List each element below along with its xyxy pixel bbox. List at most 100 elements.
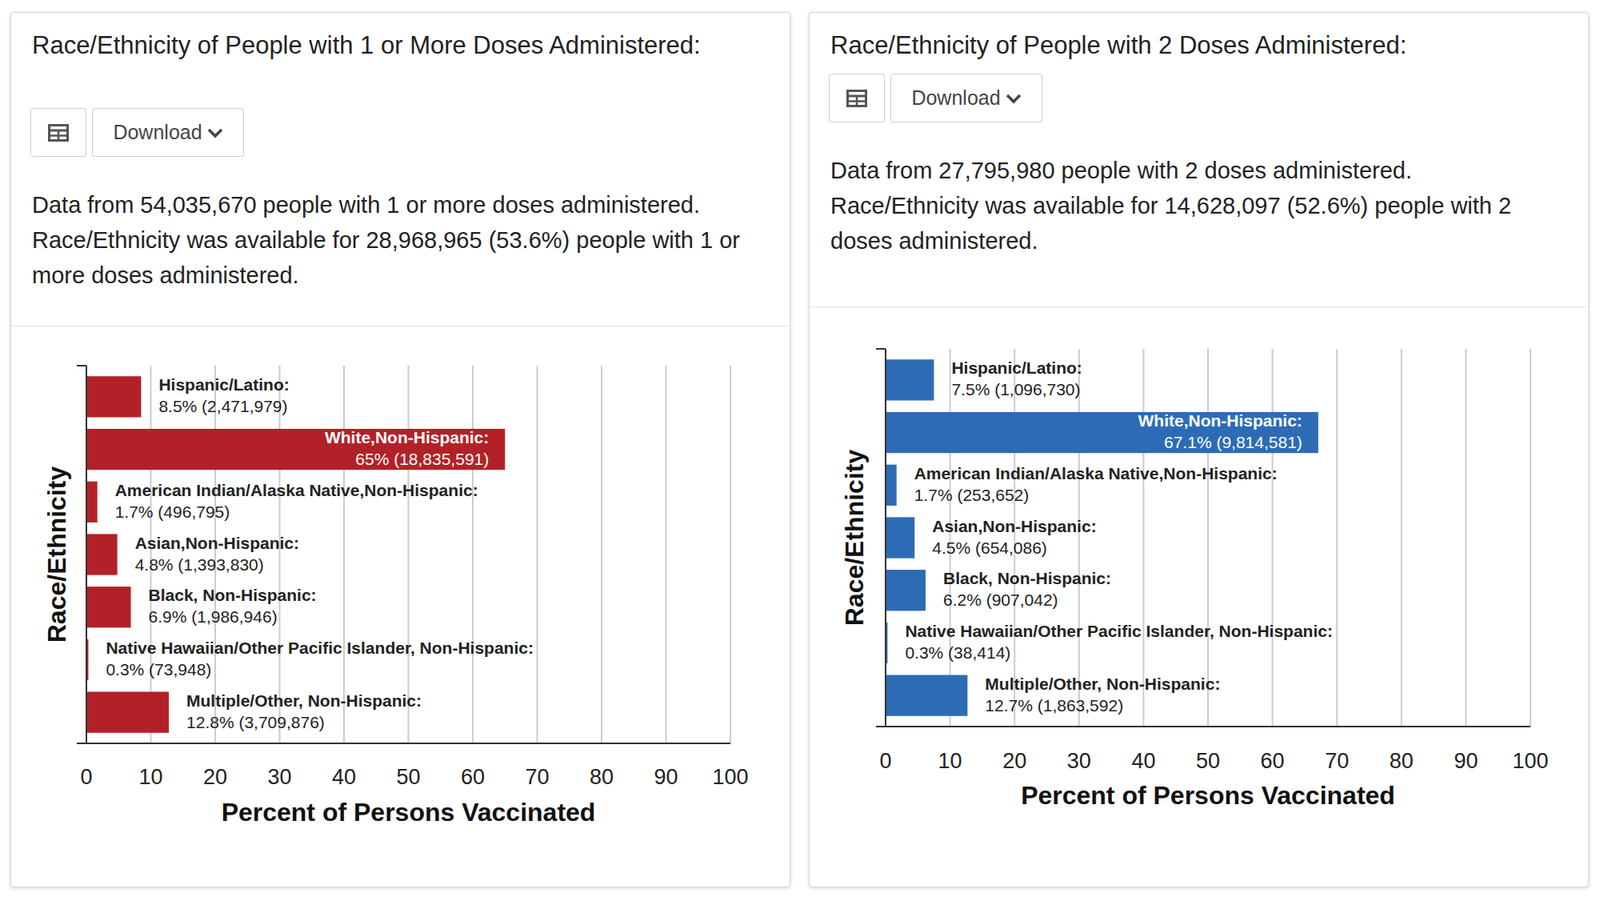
tick-label: 40	[1131, 748, 1156, 773]
category-label: Multiple/Other, Non-Hispanic:	[186, 691, 422, 710]
y-axis-title: Race/Ethnicity	[840, 449, 869, 627]
y-axis-line	[884, 348, 887, 727]
bar[interactable]	[86, 428, 505, 470]
chart: 0102030405060708090100Hispanic/Latino:8.…	[42, 365, 748, 827]
download-label: Download	[911, 86, 1000, 110]
grid-line	[472, 365, 474, 744]
tick-label: 80	[1389, 748, 1414, 773]
icon-frame	[848, 90, 867, 106]
tick-label: 30	[1067, 748, 1092, 773]
download-label: Download	[112, 120, 202, 144]
grid-line	[1400, 348, 1403, 727]
category-label: American Indian/Alaska Native,Non-Hispan…	[914, 464, 1278, 483]
grid-line	[1272, 348, 1274, 727]
icon-frame	[49, 124, 68, 140]
table-button[interactable]	[30, 108, 87, 157]
category-label: Multiple/Other, Non-Hispanic:	[984, 674, 1220, 693]
table-button[interactable]	[828, 73, 885, 123]
x-axis-line	[76, 742, 731, 744]
grid-line	[1464, 348, 1467, 727]
tick-label: 50	[1196, 748, 1220, 773]
panel-description: Data from 27,795,980 people with 2 doses…	[830, 152, 1567, 259]
category-label: Hispanic/Latino:	[951, 358, 1082, 377]
grid-line	[279, 365, 281, 744]
tick-label: 70	[524, 764, 549, 789]
icon-line	[856, 96, 859, 106]
tick-label: 20	[1002, 748, 1027, 773]
panel-description: Data from 54,035,670 people with 1 or mo…	[32, 187, 768, 293]
bar[interactable]	[86, 533, 118, 575]
data-labels: Hispanic/Latino: 7.5% (1,096,730) White,No…	[904, 358, 1333, 714]
value-label: 4.5% (654,086)	[932, 538, 1048, 557]
tick-label: 0	[879, 748, 892, 773]
value-label: 1.7% (496,795)	[115, 502, 231, 521]
category-label: Asian,Non-Hispanic:	[932, 516, 1096, 536]
table-icon	[48, 124, 69, 142]
bar[interactable]	[885, 464, 897, 506]
value-label: 7.5% (1,096,730)	[951, 380, 1080, 399]
grid-line	[1529, 348, 1532, 727]
category-label: American Indian/Alaska Native,Non-Hispan…	[115, 480, 479, 500]
tick-label: 60	[1260, 748, 1285, 773]
chevron	[1007, 95, 1020, 102]
value-label: 12.7% (1,863,592)	[984, 696, 1124, 715]
y-axis-title: Race/Ethnicity	[42, 466, 72, 644]
bar[interactable]	[885, 412, 1319, 453]
y-axis-tick	[76, 364, 87, 367]
grid-line	[729, 365, 732, 744]
download-button[interactable]: Download	[890, 73, 1043, 123]
tick-label: 20	[203, 764, 228, 789]
tick-label: 100	[1512, 748, 1548, 773]
value-label: 65% (18,835,591)	[355, 449, 489, 468]
tick-label: 100	[712, 764, 748, 789]
bar[interactable]	[885, 675, 968, 716]
value-label: 0.3% (38,414)	[904, 643, 1011, 662]
bar[interactable]	[885, 569, 926, 611]
category-label: White,Non-Hispanic:	[1137, 411, 1302, 430]
grid-line	[1336, 348, 1338, 727]
grid-line	[408, 365, 410, 744]
category-label: Black, Non-Hispanic:	[148, 585, 317, 604]
bar[interactable]	[86, 692, 169, 733]
chevron	[208, 129, 222, 136]
bar[interactable]	[86, 586, 132, 628]
value-label: 6.9% (1,986,946)	[148, 607, 278, 626]
bar[interactable]	[885, 359, 934, 400]
grid-line	[1078, 348, 1080, 727]
y-axis-tick	[876, 348, 886, 350]
grid-line	[1207, 348, 1209, 727]
category-label: Black, Non-Hispanic:	[943, 568, 1112, 588]
bar[interactable]	[86, 376, 141, 417]
panel-title: Race/Ethnicity of People with 1 or More …	[32, 28, 776, 63]
separator	[809, 306, 1587, 308]
grid-line	[536, 365, 539, 744]
grid-line	[665, 365, 668, 744]
panel-title: Race/Ethnicity of People with 2 Doses Ad…	[830, 28, 1575, 63]
value-label: 67.1% (9,814,581)	[1164, 432, 1303, 452]
tick-label: 90	[653, 764, 678, 789]
chevron-icon	[1005, 92, 1022, 104]
bar[interactable]	[885, 516, 915, 558]
x-axis-title: Percent of Persons Vaccinated	[221, 797, 596, 827]
data-labels: Hispanic/Latino:8.5% (2,471,979)White,No…	[105, 375, 534, 731]
tick-label: 40	[332, 764, 356, 789]
tick-label: 10	[138, 764, 163, 789]
table-icon	[846, 89, 868, 108]
y-axis-line	[85, 365, 88, 744]
value-label: 12.8% (3,709,876)	[186, 712, 325, 732]
bars	[885, 359, 1319, 716]
value-label: 4.8% (1,393,830)	[135, 555, 264, 574]
bar[interactable]	[86, 481, 98, 523]
separator	[11, 325, 788, 327]
tick-label: 90	[1453, 748, 1478, 773]
value-label: 8.5% (2,471,979)	[158, 396, 288, 416]
value-label: 6.2% (907,042)	[943, 590, 1059, 609]
category-label: Hispanic/Latino:	[158, 375, 289, 394]
chart: 0102030405060708090100Hispanic/Latino:7.…	[840, 348, 1548, 810]
category-label: Asian,Non-Hispanic:	[135, 533, 300, 552]
grid-line	[343, 365, 345, 744]
download-button[interactable]: Download	[92, 108, 244, 157]
tick-label: 50	[396, 764, 420, 789]
category-label: Native Hawaiian/Other Pacific Islander, …	[904, 621, 1333, 640]
charts-canvas: 0 10 20 30 40 50 60 70 80 90 100 Hispanic/Latino: 8.…	[0, 0, 1600, 901]
